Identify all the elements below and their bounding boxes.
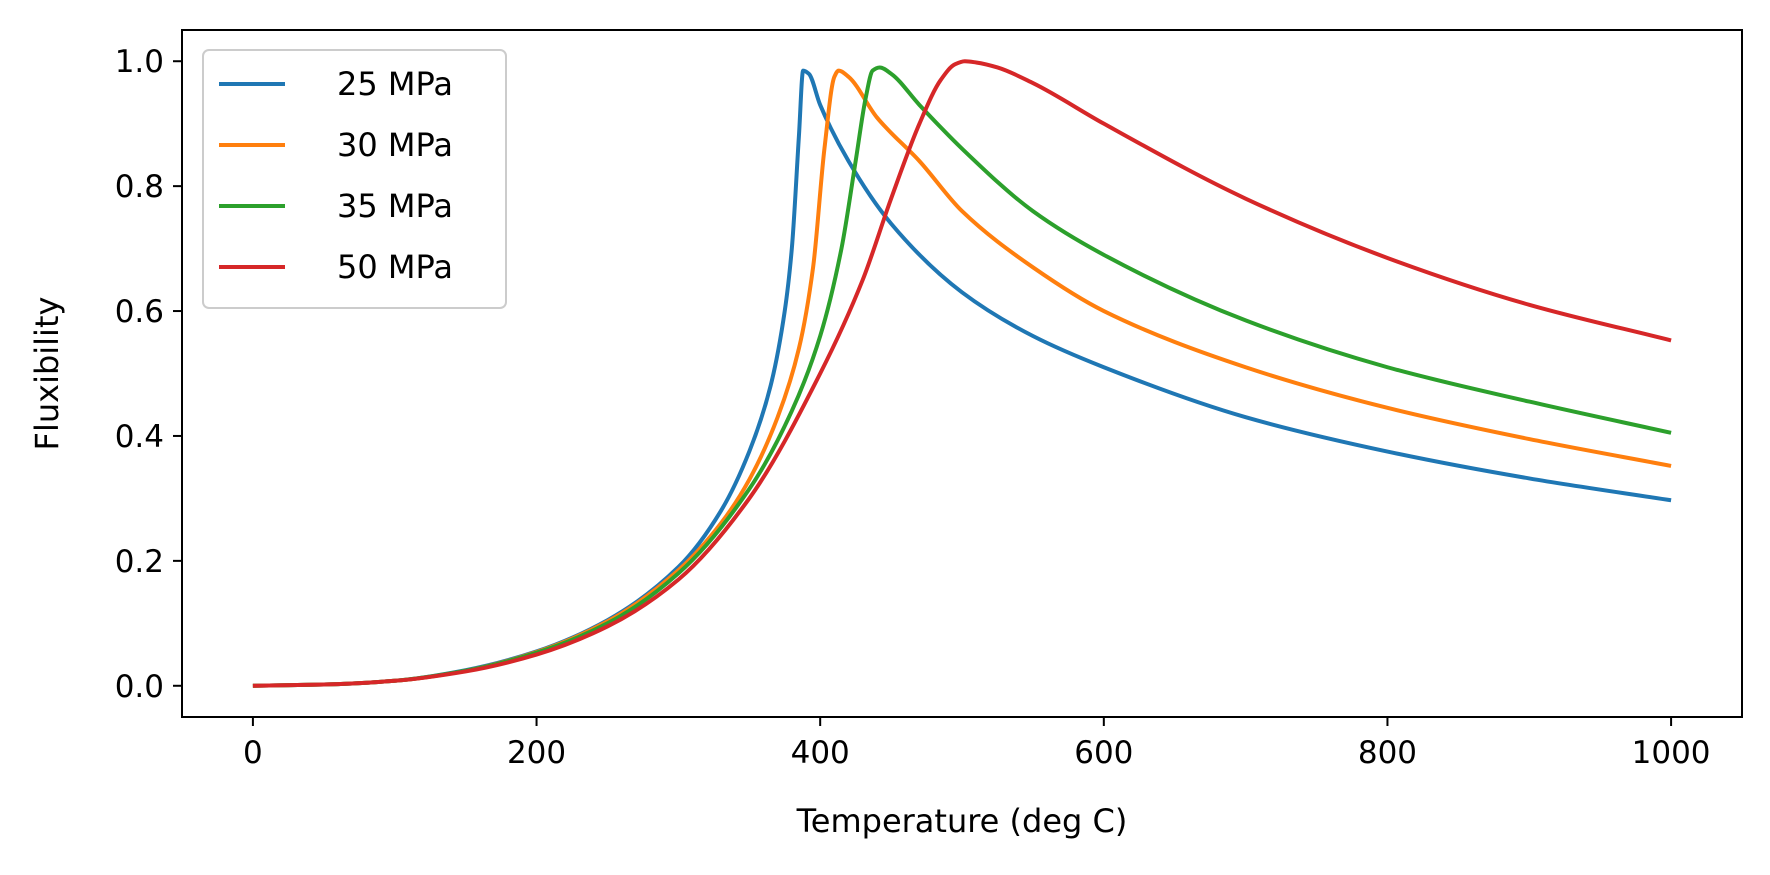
y-tick-label: 0.0 [115,669,164,705]
legend: 25 MPa 30 MPa 35 MPa 50 MPa [202,49,507,309]
y-axis: 0.0 0.2 0.4 0.6 0.8 1.0 [115,44,182,705]
x-axis: 0 200 400 600 800 1000 [243,717,1711,771]
y-tick-label: 0.4 [115,419,164,455]
y-tick-label: 1.0 [115,44,164,80]
legend-label: 50 MPa [337,248,453,286]
x-axis-label: Temperature (deg C) [796,802,1128,840]
y-tick-label: 0.8 [115,169,164,205]
series-line-50-mpa [252,59,1672,688]
series-layer [252,59,1672,688]
x-tick-label: 0 [243,735,263,771]
legend-label: 35 MPa [337,187,453,225]
x-tick-label: 200 [507,735,566,771]
x-tick-label: 800 [1358,735,1417,771]
x-tick-label: 400 [791,735,850,771]
x-tick-label: 1000 [1632,735,1711,771]
y-axis-label: Fluxibility [28,297,66,451]
plot-frame [181,29,1743,718]
x-tick-label: 600 [1074,735,1133,771]
y-tick-label: 0.2 [115,544,164,580]
legend-label: 25 MPa [337,65,453,103]
legend-box [202,49,507,309]
y-tick-label: 0.6 [115,294,164,330]
legend-label: 30 MPa [337,126,453,164]
